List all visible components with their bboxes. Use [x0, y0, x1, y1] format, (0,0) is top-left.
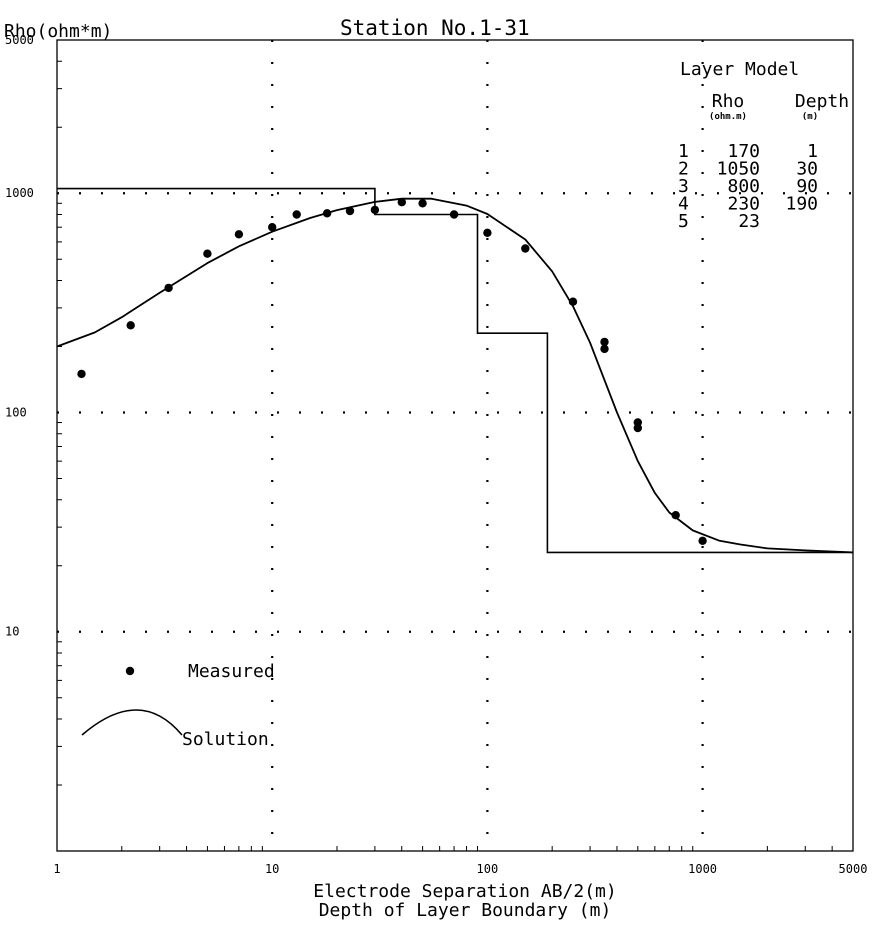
layer-model-curve [57, 187, 853, 554]
y-tick-label: 5000 [5, 33, 34, 47]
measured-point [483, 228, 492, 237]
y-tick-label: 10 [5, 625, 19, 639]
y-tick-label: 1000 [5, 186, 34, 200]
measured-point [418, 199, 427, 208]
measured-point [633, 423, 642, 433]
measured-point [370, 205, 380, 215]
layer-row-depth: 1 [807, 141, 818, 162]
x-axis-title-2: Depth of Layer Boundary (m) [319, 900, 612, 921]
measured-point [203, 249, 212, 258]
measured-point [322, 209, 332, 218]
layer-row-number: 2 [678, 159, 689, 180]
measured-point [568, 297, 578, 306]
tick-labels: 1 10 100 1000 5000 5000 1000 100 10 [5, 33, 867, 876]
legend-measured-label: Measured [188, 661, 275, 682]
legend: Measured Solution [81, 661, 275, 750]
measured-point [77, 369, 86, 379]
layer-row-number: 5 [678, 211, 689, 232]
legend-measured-marker [125, 666, 135, 676]
x-tick-label: 5000 [839, 862, 868, 876]
measured-point [126, 321, 135, 330]
layer-row-rho: 23 [738, 211, 760, 232]
col-rho-header: Rho [712, 91, 745, 112]
layer-row-rho: 1050 [717, 159, 760, 180]
x-tick-label: 1 [53, 862, 60, 876]
plot-frame [56, 39, 854, 852]
measured-point [345, 206, 355, 216]
layer-model-table: Layer Model Rho Depth (ohm.m) (m) 1 170 12… [678, 59, 849, 232]
measured-point [268, 223, 277, 232]
measured-point [449, 210, 459, 219]
legend-solution-line [81, 709, 183, 736]
col-depth-header: Depth [795, 91, 849, 112]
legend-solution-label: Solution [182, 729, 269, 750]
layer-row-number: 3 [678, 176, 689, 197]
measured-point [671, 511, 680, 520]
layer-row-depth: 30 [796, 159, 818, 180]
layer-model-line [57, 187, 853, 554]
layer-row-rho: 230 [727, 194, 760, 215]
col-rho-unit: (ohm.m) [709, 112, 747, 122]
measured-points [77, 198, 707, 545]
measured-point [521, 244, 530, 253]
measured-point [234, 230, 244, 239]
measured-point [600, 344, 609, 354]
y-axis-title: Rho(ohm*m) [4, 21, 112, 42]
x-tick-label: 1000 [688, 862, 717, 876]
solution-curve [56, 197, 854, 554]
measured-point [164, 283, 173, 293]
y-tick-label: 100 [5, 405, 27, 419]
x-tick-label: 10 [265, 862, 279, 876]
layer-row-rho: 800 [727, 176, 760, 197]
measured-point [292, 210, 301, 219]
layer-row-number: 1 [678, 141, 689, 162]
chart-title: Station No.1-31 [340, 16, 530, 40]
x-tick-label: 100 [477, 862, 499, 876]
layer-row-rho: 170 [727, 141, 760, 162]
x-axis-title: Electrode Separation AB/2(m) [313, 881, 616, 902]
minor-ticks [57, 39, 854, 851]
measured-point [397, 198, 406, 207]
grid [57, 40, 853, 851]
layer-model-title: Layer Model [680, 59, 799, 80]
measured-point [600, 337, 609, 347]
measured-point [698, 536, 707, 545]
solution-line [56, 197, 854, 554]
layer-row-depth: 90 [796, 176, 818, 197]
layer-row-depth: 190 [785, 194, 818, 215]
layer-row-number: 4 [678, 194, 689, 215]
col-depth-unit: (m) [802, 112, 818, 122]
